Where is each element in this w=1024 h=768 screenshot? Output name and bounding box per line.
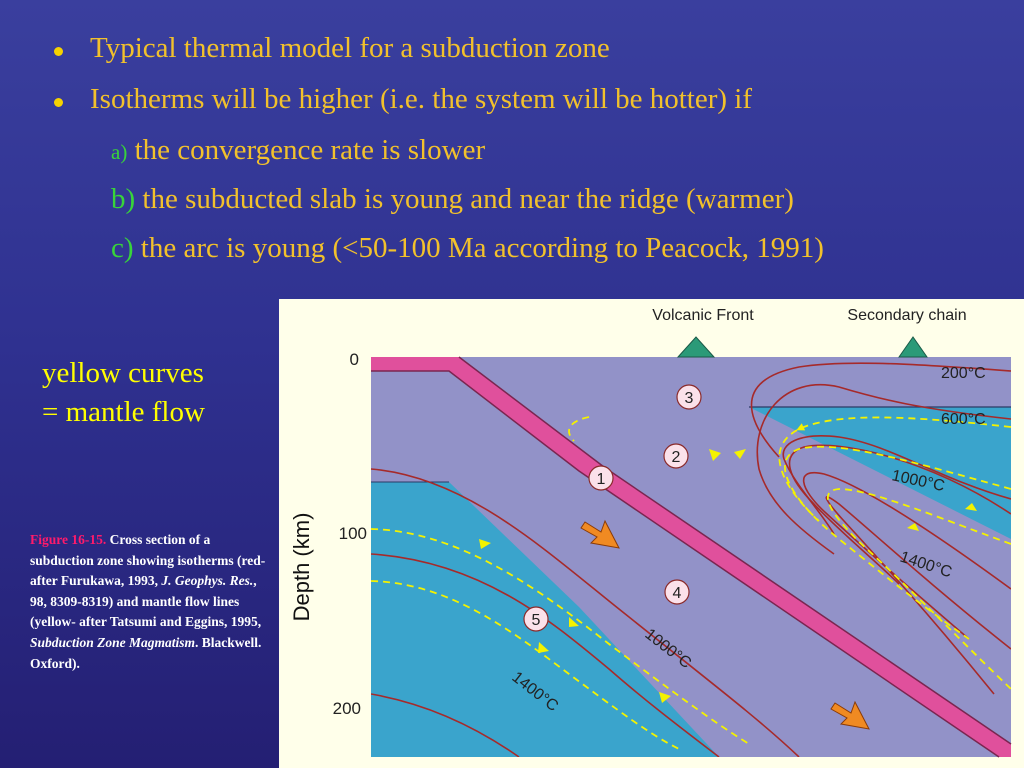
mantle-flow-label: yellow curves = mantle flow <box>42 354 205 432</box>
condition-item: b) the subducted slab is young and near … <box>54 177 1014 226</box>
caption-journal: J. Geophys. Res. <box>161 573 254 589</box>
isotherm-200 <box>750 362 1011 458</box>
depth-tick-200: 200 <box>333 699 361 718</box>
flow-arrowhead <box>479 539 491 549</box>
bullet-item: Typical thermal model for a subduction z… <box>54 26 1014 77</box>
region-number-1: 1 <box>597 471 606 488</box>
isotherm-label: 200°C <box>941 365 986 382</box>
isotherm-deep <box>371 693 520 757</box>
depth-tick-0: 0 <box>350 350 359 369</box>
caption-text: . Blackwell. Oxford). <box>30 634 262 671</box>
bullet-text: Typical thermal model for a subduction z… <box>90 32 610 64</box>
flow-label-line: yellow curves <box>42 357 204 389</box>
flow-line <box>568 416 590 442</box>
flow-arrowheads <box>479 449 977 703</box>
subduction-diagram: 3 2 1 4 5 Volcanic Front Secondary chain… <box>279 299 1024 768</box>
flow-line <box>827 488 1011 690</box>
region-number-3: 3 <box>685 390 694 407</box>
isotherm-1000-lower <box>371 468 800 757</box>
depth-tick-100: 100 <box>339 524 367 543</box>
condition-marker: c) <box>111 232 134 264</box>
region-markers: 3 2 1 4 5 <box>523 384 702 632</box>
condition-text: the convergence rate is slower <box>134 134 486 166</box>
bullet-dot-icon <box>54 98 63 107</box>
isotherm-1400-lower <box>371 553 720 757</box>
condition-text: the subducted slab is young and near the… <box>142 183 794 215</box>
condition-marker: b) <box>111 183 136 215</box>
condition-marker: a) <box>111 140 128 164</box>
condition-item: a) the convergence rate is slower <box>54 128 1014 177</box>
bullet-item: Isotherms will be higher (i.e. the syste… <box>54 77 1014 128</box>
flow-arrowhead <box>907 523 919 531</box>
flow-arrowhead <box>569 617 579 627</box>
figure-caption: Figure 16-15. Cross section of a subduct… <box>30 530 276 674</box>
flow-label-line: = mantle flow <box>42 396 205 428</box>
secondary-chain-icon <box>898 336 928 358</box>
depth-axis-label: Depth (km) <box>289 513 314 622</box>
subduction-diagram-svg: 3 2 1 4 5 Volcanic Front Secondary chain… <box>289 307 1012 758</box>
slab-motion-arrows <box>580 519 870 730</box>
bullet-list: Typical thermal model for a subduction z… <box>54 26 1014 275</box>
bullet-dot-icon <box>54 47 63 56</box>
asthenosphere-wedge <box>749 407 1011 539</box>
isotherm-600 <box>756 384 1011 555</box>
caption-figure-number: Figure 16-15. <box>30 532 107 547</box>
region-number-5: 5 <box>532 612 541 629</box>
caption-book: Subduction Zone Magmatism <box>30 634 196 650</box>
volcanic-front-icon <box>676 336 716 358</box>
region-number-4: 4 <box>673 585 682 602</box>
volcanic-front-label: Volcanic Front <box>652 307 754 324</box>
region-number-2: 2 <box>672 449 681 466</box>
caption-text: , 98, 8309-8319) and mantle flow lines (… <box>30 573 262 630</box>
subduction-arrow-icon <box>580 519 620 549</box>
secondary-chain-label: Secondary chain <box>847 307 966 324</box>
mantle-flow-lines <box>371 416 1011 750</box>
isotherms <box>371 362 1011 757</box>
bullet-text: Isotherms will be higher (i.e. the syste… <box>90 83 753 115</box>
caption-text: Cross section of a subduction zone showi… <box>30 532 266 589</box>
flow-arrowhead <box>659 692 671 703</box>
flow-arrowhead <box>538 642 549 653</box>
subduction-arrow-icon <box>830 700 870 730</box>
flow-line <box>778 416 1011 522</box>
flow-line <box>371 580 680 750</box>
flow-line <box>371 528 750 745</box>
isotherm-label: 600°C <box>941 411 986 428</box>
flow-line <box>784 445 1011 640</box>
slab-crust <box>371 357 1011 757</box>
flow-arrowhead <box>734 449 746 459</box>
isotherm-1000-upper <box>788 444 1011 585</box>
condition-text: the arc is young (<50-100 Ma according t… <box>140 232 824 264</box>
condition-item: c) the arc is young (<50-100 Ma accordin… <box>54 226 1014 275</box>
flow-arrowhead <box>709 449 721 461</box>
isotherm-1400-upper <box>825 496 1011 695</box>
flow-arrowhead <box>965 503 977 511</box>
